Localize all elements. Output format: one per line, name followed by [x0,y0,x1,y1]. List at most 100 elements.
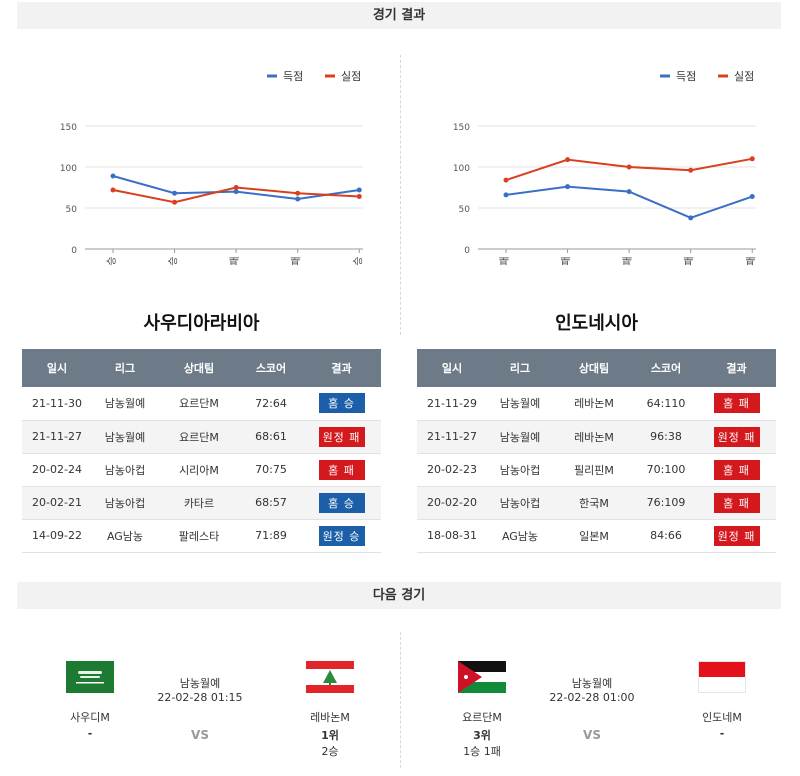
data-point [749,156,755,162]
next-match-right: 요르단M 3위 1승 1패 남농월예 22-02-28 01:00 VS 인도네… [402,655,782,765]
data-point [172,199,178,205]
x-tick-label: 패 [561,256,573,265]
cell-score: 70:100 [635,453,697,487]
cell-score: 68:57 [240,486,302,520]
column-divider [400,632,401,768]
cell-league: AG남농 [487,519,553,553]
cell-date: 20-02-21 [22,486,92,520]
cell-score: 84:66 [635,519,697,553]
match-info: 남농월예 22-02-28 01:15 VS [140,675,260,742]
cell-score: 72:64 [240,387,302,421]
y-tick-label: 100 [60,164,77,174]
cell-opponent: 카타르 [158,486,240,520]
x-tick-label: 패 [745,256,757,265]
data-point [233,189,239,195]
table-row: 14-09-22 AG남농 팔레스타 71:89 원정 승 [22,519,381,553]
home-team-name: 사우디M [70,711,110,724]
cell-opponent: 레바논M [553,420,635,454]
cell-date: 20-02-23 [417,453,487,487]
header-score: 스코어 [635,349,697,387]
away-team: 인도네M - [667,655,777,740]
table-row: 20-02-21 남농아컵 카타르 68:57 홈 승 [22,486,381,520]
header-league: 리그 [487,349,553,387]
result-badge-win: 홈 승 [318,393,365,414]
result-badge-lose: 원정 패 [318,426,365,447]
cell-opponent: 요르단M [158,387,240,421]
header-league: 리그 [92,349,158,387]
result-badge-win: 홈 승 [318,492,365,513]
header-opponent: 상대팀 [158,349,240,387]
table-row: 21-11-30 남농월예 요르단M 72:64 홈 승 [22,387,381,421]
data-point [295,190,301,196]
home-team-record: 1승 1패 [463,745,501,758]
match-info: 남농월예 22-02-28 01:00 VS [532,675,652,742]
cell-league: 남농월예 [92,420,158,454]
cell-result: 홈 패 [697,387,776,421]
home-team-rank: 3위 [473,729,491,742]
cell-result: 원정 패 [302,420,381,454]
cell-opponent: 요르단M [158,420,240,454]
result-badge-lose: 홈 패 [318,459,365,480]
cell-result: 원정 패 [697,420,776,454]
vs-label: VS [583,728,601,742]
header-result: 결과 [302,349,381,387]
y-tick-label: 0 [464,246,470,256]
cell-date: 21-11-29 [417,387,487,421]
data-point [356,194,362,200]
away-team-record: 2승 [321,745,339,758]
table-row: 20-02-20 남농아컵 한국M 76:109 홈 패 [417,486,776,520]
header-date: 일시 [22,349,92,387]
next-match-left: 사우디M - 남농월예 22-02-28 01:15 VS 레바논M 1위 2승 [10,655,390,765]
x-tick-label: 패 [291,256,303,265]
cell-opponent: 필리핀M [553,453,635,487]
table-row: 21-11-29 남농월예 레바논M 64:110 홈 패 [417,387,776,421]
away-team-rank: 1위 [321,729,339,742]
legend-label: 득점 [283,70,303,83]
cell-league: 남농월예 [487,387,553,421]
cell-result: 홈 패 [697,453,776,487]
cell-score: 68:61 [240,420,302,454]
cell-date: 14-09-22 [22,519,92,553]
home-team-rank: - [87,727,93,740]
table-row: 21-11-27 남농월예 요르단M 68:61 원정 패 [22,420,381,454]
table-row: 20-02-23 남농아컵 필리핀M 70:100 홈 패 [417,453,776,487]
cell-date: 20-02-20 [417,486,487,520]
home-team: 요르단M 3위 1승 1패 [427,655,537,759]
header-opponent: 상대팀 [553,349,635,387]
data-point [565,157,571,163]
left-results-table: 일시 리그 상대팀 스코어 결과 21-11-30 남농월예 요르단M 72:64 홈 … [22,349,381,553]
result-badge-lose: 홈 패 [713,459,760,480]
results-section-header: 경기 결과 [17,2,781,29]
data-point [688,215,694,221]
cell-opponent: 시리아M [158,453,240,487]
y-tick-label: 150 [60,123,77,133]
cell-score: 71:89 [240,519,302,553]
header-score: 스코어 [240,349,302,387]
x-tick-label: 패 [684,256,696,265]
cell-league: 남농월예 [92,387,158,421]
y-tick-label: 50 [66,205,78,215]
table-row: 20-02-24 남농아컵 시리아M 70:75 홈 패 [22,453,381,487]
x-tick-label: 승 [106,256,118,265]
cell-date: 18-08-31 [417,519,487,553]
data-point [295,196,301,202]
cell-league: 남농월예 [487,420,553,454]
left-team-chart: 득점 실점 0 50 100 150 승 승 패 패 승 [15,60,395,275]
y-tick-label: 150 [453,123,470,133]
away-team: 레바논M 1위 2승 [275,655,385,759]
y-tick-label: 50 [459,205,471,215]
y-tick-label: 0 [71,246,77,256]
cell-opponent: 한국M [553,486,635,520]
home-team: 사우디M - [35,655,145,740]
cell-result: 원정 패 [697,519,776,553]
table-row: 21-11-27 남농월예 레바논M 96:38 원정 패 [417,420,776,454]
match-league: 남농월예 [179,677,221,690]
right-team-title: 인도네시아 [555,313,638,334]
cell-score: 70:75 [240,453,302,487]
legend-label: 득점 [676,70,696,83]
cell-result: 홈 승 [302,486,381,520]
saudi-flag-icon [66,661,114,693]
table-row: 18-08-31 AG남농 일본M 84:66 원정 패 [417,519,776,553]
x-tick-label: 패 [499,256,511,265]
left-team-title: 사우디아라비아 [143,313,260,334]
